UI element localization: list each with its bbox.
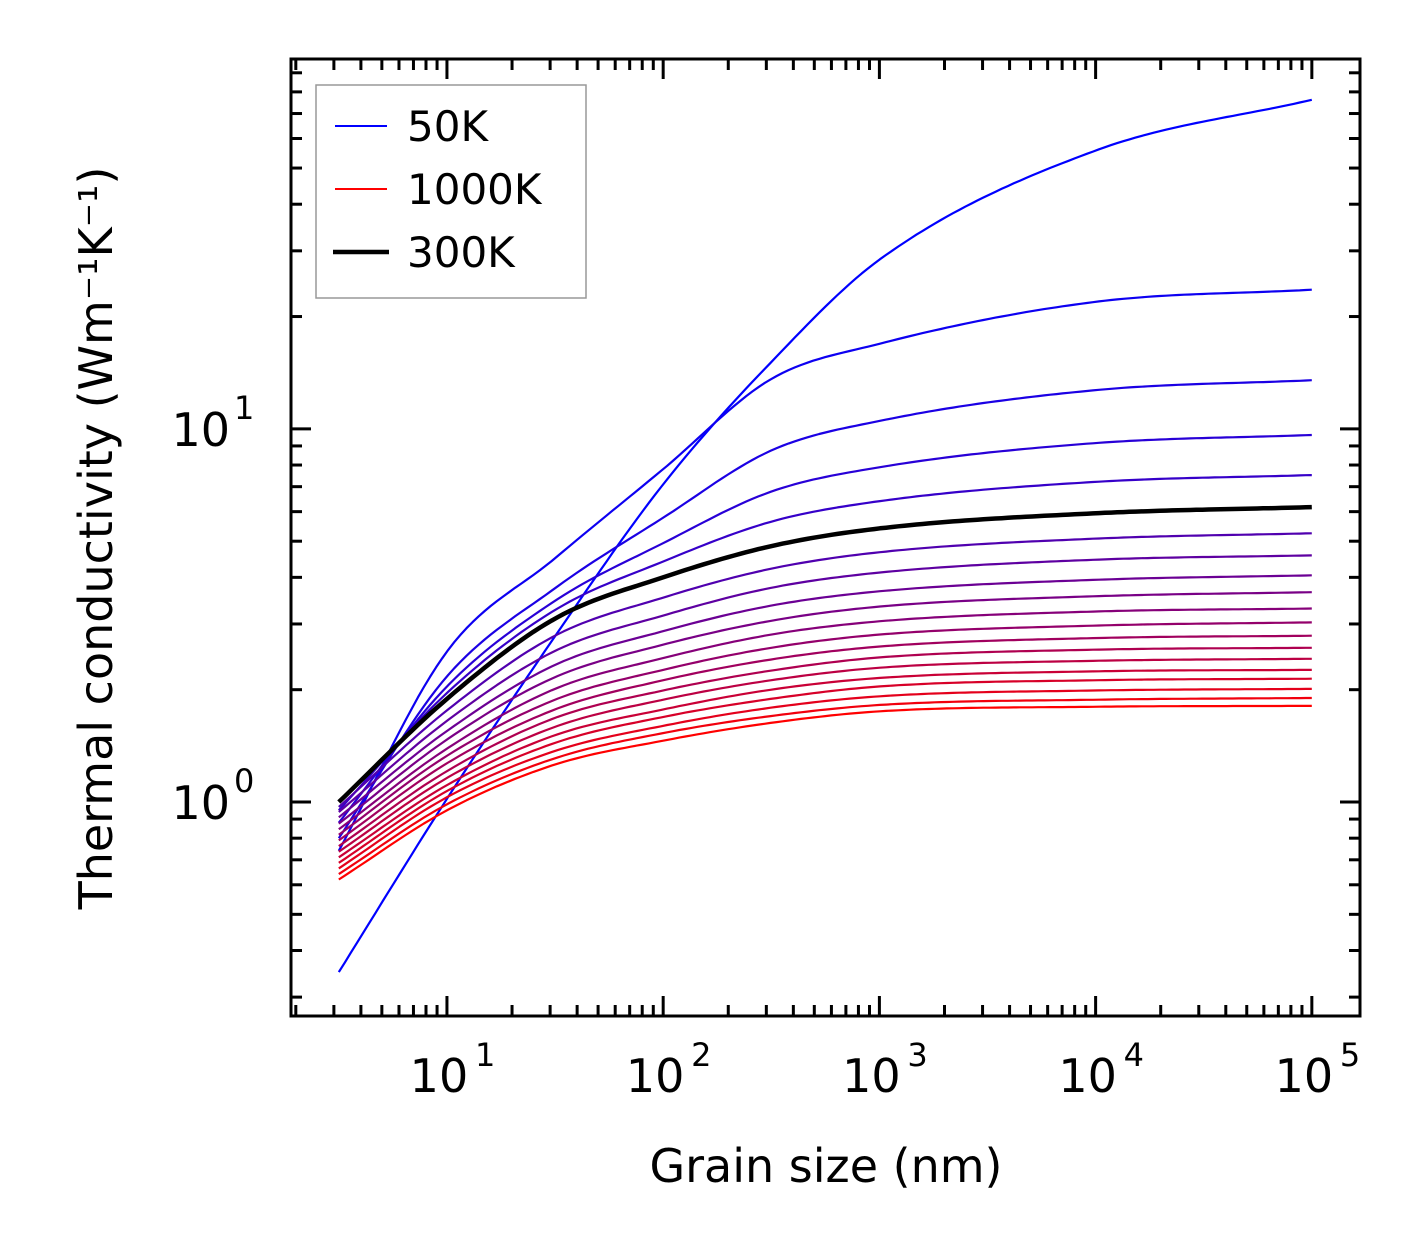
y-tick-label-exponent: 0 bbox=[234, 762, 254, 800]
series-line-100k bbox=[337, 288, 1312, 852]
series-line-250k bbox=[337, 474, 1312, 812]
x-tick-label: 10 bbox=[1058, 1049, 1117, 1103]
series-line-800k bbox=[338, 668, 1312, 859]
series-line-700k bbox=[338, 646, 1312, 847]
series-line-350k bbox=[338, 532, 1312, 808]
tick-layer bbox=[291, 59, 1360, 1016]
x-tick-label: 10 bbox=[842, 1049, 901, 1103]
x-tick-label-exponent: 4 bbox=[1124, 1036, 1144, 1074]
y-tick-label: 10 bbox=[171, 403, 230, 457]
y-axis-title: Thermal conductivity (Wm⁻¹K⁻¹) bbox=[69, 167, 123, 911]
y-tick-label-exponent: 1 bbox=[234, 389, 254, 427]
plot-frame bbox=[289, 57, 1362, 1018]
series-line-1000k bbox=[338, 704, 1312, 881]
series-line-150k bbox=[337, 379, 1312, 839]
x-tick-label: 10 bbox=[410, 1049, 469, 1103]
legend-label-300k: 300K bbox=[407, 228, 516, 277]
x-tick-label: 10 bbox=[626, 1049, 685, 1103]
series-line-850k bbox=[338, 677, 1312, 864]
series-line-950k bbox=[338, 696, 1312, 876]
legend-label-1000k: 1000K bbox=[407, 165, 543, 214]
series-line-450k bbox=[338, 574, 1312, 819]
series-line-900k bbox=[338, 687, 1312, 870]
series-line-650k bbox=[338, 634, 1312, 842]
x-tick-labels: 10 1 10 2 10 3 10 4 10 5 bbox=[410, 1036, 1361, 1103]
x-axis-title: Grain size (nm) bbox=[650, 1139, 1003, 1193]
series-line-500k bbox=[338, 591, 1312, 825]
series-line-300k bbox=[337, 504, 1312, 804]
y-tick-label: 10 bbox=[171, 776, 230, 830]
series-layer bbox=[337, 98, 1313, 973]
series-line-200k bbox=[337, 433, 1312, 824]
series-line-600k bbox=[338, 621, 1312, 836]
series-line-750k bbox=[338, 657, 1312, 853]
x-tick-label-exponent: 2 bbox=[691, 1036, 711, 1074]
legend-label-50k: 50K bbox=[407, 102, 489, 151]
legend-frame bbox=[315, 84, 587, 299]
series-line-400k bbox=[338, 554, 1312, 813]
x-tick-label-exponent: 1 bbox=[475, 1036, 495, 1074]
x-tick-label-exponent: 5 bbox=[1340, 1036, 1360, 1074]
x-tick-label: 10 bbox=[1275, 1049, 1334, 1103]
legend: 50K 1000K 300K bbox=[315, 84, 587, 299]
x-tick-label-exponent: 3 bbox=[907, 1036, 927, 1074]
series-line-550k bbox=[338, 607, 1312, 831]
